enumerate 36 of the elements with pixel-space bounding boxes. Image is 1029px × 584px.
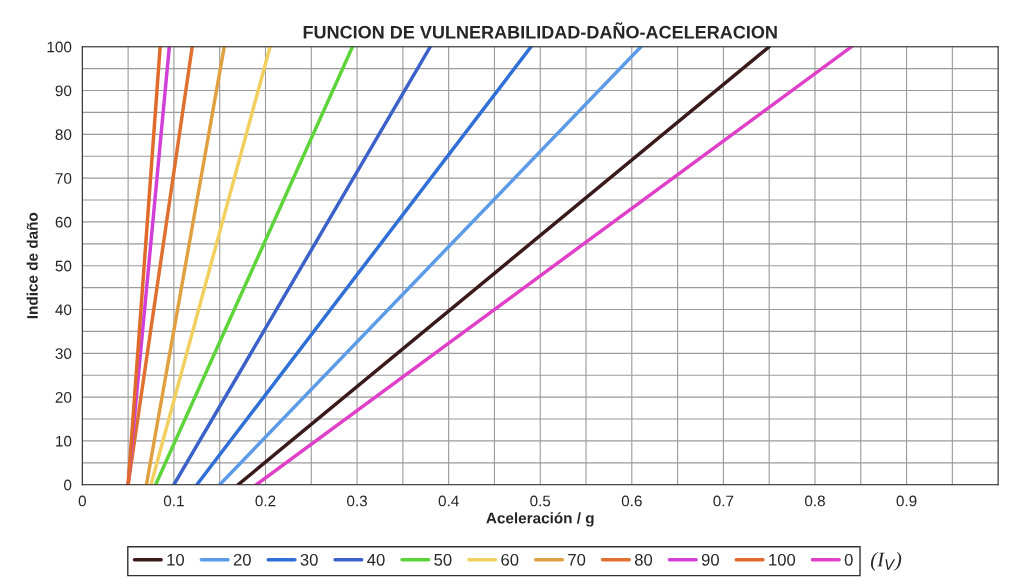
y-tick-label: 90 — [55, 85, 72, 97]
y-tick-label: 60 — [55, 216, 72, 228]
x-tick-label: 0.4 — [438, 495, 459, 507]
x-tick-label: 0.1 — [163, 495, 184, 507]
x-tick-label: 0.2 — [255, 495, 276, 507]
legend-label: 0 — [844, 553, 853, 566]
x-tick-label: 0.3 — [347, 495, 368, 507]
x-tick-label: 0.6 — [621, 495, 642, 507]
x-axis-title: Aceleración / g — [486, 512, 594, 527]
legend-label: 80 — [634, 553, 653, 566]
y-tick-label: 20 — [55, 391, 72, 403]
legend-label: 20 — [233, 553, 251, 566]
legend-label: 50 — [434, 553, 452, 566]
legend-label: 30 — [300, 553, 318, 566]
x-tick-label: 0.5 — [530, 495, 551, 507]
legend-label: 40 — [367, 553, 385, 566]
y-tick-label: 100 — [47, 41, 72, 53]
y-tick-label: 10 — [56, 435, 72, 447]
legend-label: 100 — [769, 553, 796, 566]
x-tick-label: 0.9 — [896, 495, 917, 507]
y-axis-title: Indice de daño — [26, 212, 38, 319]
legend-label: 60 — [501, 553, 519, 566]
x-tick-label: 0 — [78, 495, 86, 507]
y-tick-label: 30 — [55, 348, 72, 360]
y-tick-label: 70 — [55, 172, 72, 184]
legend-label: 90 — [701, 553, 719, 566]
x-tick-label: 0.8 — [804, 495, 825, 507]
y-tick-label: 50 — [55, 260, 72, 272]
chart-title: FUNCION DE VULNERABILIDAD-DAÑO-ACELERACION — [303, 22, 777, 39]
y-tick-label: 0 — [64, 479, 72, 491]
legend-label: 70 — [568, 553, 586, 566]
x-tick-label: 0.7 — [713, 495, 734, 507]
y-tick-label: 80 — [55, 129, 72, 141]
legend-title: (I$_{V}$) — [870, 551, 902, 571]
legend-label: 10 — [167, 553, 185, 566]
y-tick-label: 40 — [55, 304, 72, 316]
